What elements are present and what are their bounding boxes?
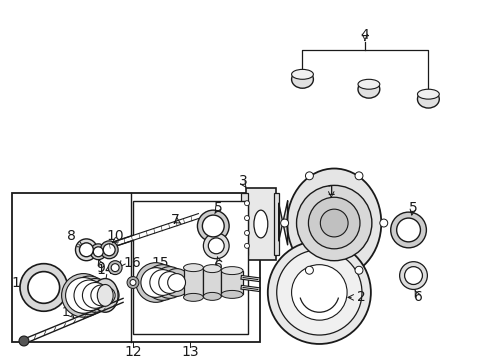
Circle shape: [354, 172, 362, 180]
Circle shape: [144, 265, 180, 300]
Circle shape: [244, 216, 249, 221]
Ellipse shape: [92, 279, 118, 312]
Bar: [12, 193, 259, 342]
Circle shape: [19, 336, 29, 346]
Circle shape: [390, 212, 426, 248]
Circle shape: [28, 271, 60, 303]
Circle shape: [305, 266, 313, 274]
Circle shape: [280, 219, 288, 227]
Ellipse shape: [221, 291, 243, 298]
Circle shape: [276, 250, 361, 335]
Ellipse shape: [291, 69, 313, 79]
Text: 7: 7: [171, 213, 180, 227]
Ellipse shape: [183, 293, 203, 301]
Circle shape: [244, 230, 249, 235]
Circle shape: [305, 172, 313, 180]
Ellipse shape: [286, 168, 381, 278]
Bar: [221, 271, 243, 294]
Circle shape: [379, 219, 387, 227]
Ellipse shape: [221, 267, 243, 275]
Bar: [241, 193, 247, 255]
Circle shape: [127, 276, 139, 288]
Text: 15: 15: [151, 256, 169, 270]
Circle shape: [159, 271, 180, 293]
Bar: [273, 193, 278, 255]
Circle shape: [95, 283, 119, 307]
Circle shape: [320, 209, 347, 237]
Text: 6: 6: [413, 291, 422, 304]
Text: 10: 10: [106, 229, 123, 243]
Text: 17: 17: [61, 306, 77, 319]
Circle shape: [93, 247, 103, 257]
Circle shape: [103, 244, 115, 256]
Text: 5: 5: [408, 201, 417, 215]
Circle shape: [75, 239, 97, 261]
Circle shape: [100, 241, 118, 259]
Circle shape: [87, 281, 115, 310]
Circle shape: [404, 267, 422, 284]
Circle shape: [74, 280, 104, 311]
Ellipse shape: [357, 80, 379, 98]
Circle shape: [99, 288, 115, 303]
Circle shape: [111, 264, 119, 271]
Circle shape: [90, 244, 106, 260]
Ellipse shape: [203, 265, 221, 273]
Ellipse shape: [203, 292, 221, 300]
Circle shape: [141, 267, 170, 297]
Circle shape: [20, 264, 67, 311]
Circle shape: [308, 197, 359, 249]
Ellipse shape: [253, 210, 267, 238]
Text: 8: 8: [67, 229, 76, 243]
Bar: [133, 201, 247, 334]
Circle shape: [130, 279, 136, 285]
Bar: [245, 188, 275, 260]
Circle shape: [291, 265, 346, 320]
Circle shape: [163, 269, 190, 296]
Circle shape: [267, 241, 370, 344]
Circle shape: [197, 210, 229, 242]
Text: 12: 12: [124, 345, 142, 359]
Circle shape: [396, 218, 420, 242]
Text: 5: 5: [213, 201, 222, 215]
Circle shape: [79, 243, 93, 257]
Ellipse shape: [417, 90, 438, 108]
Circle shape: [354, 266, 362, 274]
Text: 14: 14: [96, 263, 114, 276]
Circle shape: [108, 261, 122, 275]
Circle shape: [244, 243, 249, 248]
Text: 1: 1: [326, 184, 335, 198]
Circle shape: [136, 263, 175, 302]
Text: 13: 13: [182, 345, 199, 359]
Ellipse shape: [183, 264, 203, 271]
Text: 4: 4: [360, 28, 368, 42]
Circle shape: [70, 276, 108, 315]
Text: 16: 16: [123, 256, 141, 270]
Circle shape: [203, 233, 229, 259]
Text: 11: 11: [11, 275, 29, 289]
Text: 3: 3: [238, 174, 247, 188]
Circle shape: [244, 201, 249, 206]
Circle shape: [65, 278, 101, 313]
Circle shape: [78, 279, 112, 312]
Ellipse shape: [417, 89, 438, 99]
Circle shape: [82, 283, 108, 308]
Circle shape: [149, 270, 175, 296]
Ellipse shape: [97, 284, 113, 306]
Circle shape: [61, 274, 105, 317]
Ellipse shape: [291, 70, 313, 88]
Circle shape: [91, 285, 111, 306]
Circle shape: [154, 267, 185, 298]
Text: 6: 6: [213, 258, 222, 273]
Polygon shape: [278, 201, 287, 245]
Bar: [183, 267, 203, 297]
Circle shape: [202, 215, 224, 237]
Circle shape: [296, 185, 371, 261]
Text: 2: 2: [356, 291, 365, 304]
Circle shape: [399, 262, 427, 289]
Circle shape: [167, 274, 185, 292]
Text: 9: 9: [96, 261, 104, 275]
Circle shape: [208, 238, 224, 254]
Ellipse shape: [357, 79, 379, 89]
Bar: [203, 269, 221, 296]
